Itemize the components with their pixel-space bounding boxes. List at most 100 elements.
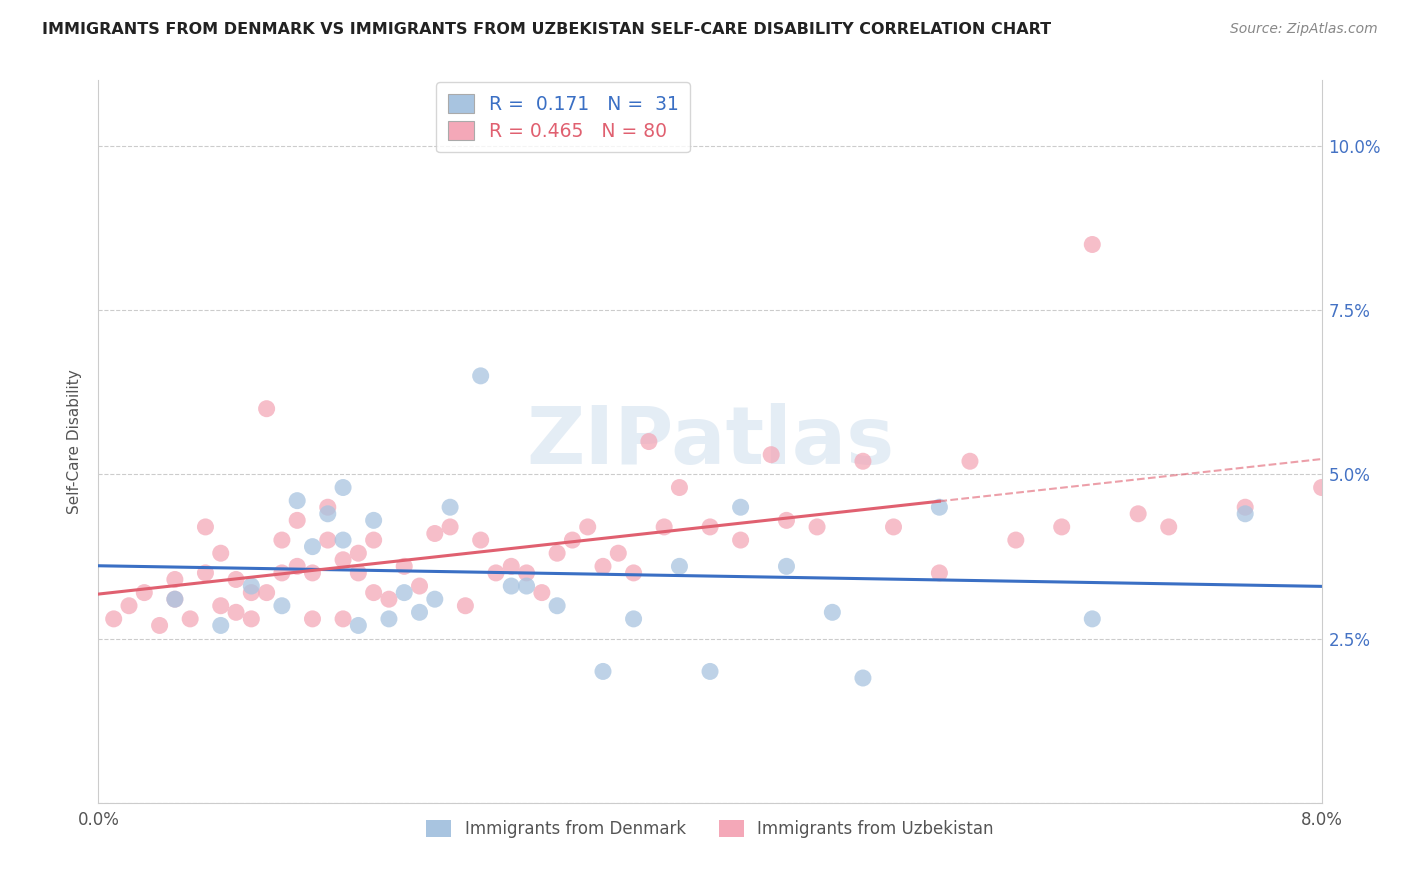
Point	[270, 566, 294, 580]
Point	[347, 618, 370, 632]
Point	[454, 599, 477, 613]
Point	[699, 520, 721, 534]
Point	[316, 507, 339, 521]
Point	[1234, 500, 1257, 515]
Point	[301, 540, 323, 554]
Point	[1310, 481, 1333, 495]
Point	[225, 605, 247, 619]
Point	[530, 585, 553, 599]
Point	[363, 513, 385, 527]
Point	[623, 566, 645, 580]
Point	[821, 605, 844, 619]
Point	[423, 592, 446, 607]
Point	[759, 448, 782, 462]
Y-axis label: Self-Care Disability: Self-Care Disability	[67, 369, 83, 514]
Point	[668, 559, 690, 574]
Point	[1081, 237, 1104, 252]
Point	[607, 546, 630, 560]
Point	[149, 618, 172, 632]
Point	[194, 520, 217, 534]
Point	[1004, 533, 1026, 547]
Point	[1234, 507, 1257, 521]
Point	[240, 579, 263, 593]
Point	[730, 500, 752, 515]
Point	[546, 599, 568, 613]
Point	[592, 665, 614, 679]
Point	[439, 520, 461, 534]
Point	[470, 533, 492, 547]
Point	[209, 618, 232, 632]
Point	[699, 665, 721, 679]
Point	[332, 481, 354, 495]
Point	[285, 513, 308, 527]
Point	[270, 599, 294, 613]
Point	[592, 559, 614, 574]
Point	[163, 573, 186, 587]
Point	[576, 520, 599, 534]
Point	[928, 500, 950, 515]
Point	[134, 585, 156, 599]
Point	[378, 592, 401, 607]
Point	[1050, 520, 1073, 534]
Point	[225, 573, 247, 587]
Point	[501, 559, 523, 574]
Point	[470, 368, 492, 383]
Point	[852, 454, 875, 468]
Point	[928, 566, 950, 580]
Point	[806, 520, 828, 534]
Point	[301, 566, 323, 580]
Point	[378, 612, 401, 626]
Text: Source: ZipAtlas.com: Source: ZipAtlas.com	[1230, 22, 1378, 37]
Legend: R =  0.171   N =  31, R = 0.465   N = 80: R = 0.171 N = 31, R = 0.465 N = 80	[436, 82, 690, 153]
Point	[363, 533, 385, 547]
Point	[852, 671, 875, 685]
Point	[1081, 612, 1104, 626]
Point	[652, 520, 675, 534]
Point	[668, 481, 690, 495]
Point	[194, 566, 217, 580]
Point	[332, 553, 354, 567]
Text: ZIPatlas: ZIPatlas	[526, 402, 894, 481]
Point	[775, 513, 797, 527]
Point	[485, 566, 508, 580]
Point	[316, 533, 339, 547]
Point	[561, 533, 583, 547]
Point	[347, 566, 370, 580]
Point	[363, 585, 385, 599]
Point	[883, 520, 905, 534]
Point	[501, 579, 523, 593]
Point	[285, 559, 308, 574]
Point	[240, 612, 263, 626]
Point	[270, 533, 294, 547]
Point	[179, 612, 201, 626]
Point	[1128, 507, 1150, 521]
Point	[408, 579, 430, 593]
Point	[392, 585, 416, 599]
Point	[209, 599, 232, 613]
Point	[516, 566, 538, 580]
Point	[959, 454, 981, 468]
Point	[623, 612, 645, 626]
Point	[347, 546, 370, 560]
Point	[408, 605, 430, 619]
Point	[332, 612, 354, 626]
Point	[439, 500, 461, 515]
Point	[256, 401, 278, 416]
Point	[332, 533, 354, 547]
Point	[103, 612, 125, 626]
Point	[256, 585, 278, 599]
Point	[637, 434, 661, 449]
Point	[301, 612, 323, 626]
Point	[240, 585, 263, 599]
Text: IMMIGRANTS FROM DENMARK VS IMMIGRANTS FROM UZBEKISTAN SELF-CARE DISABILITY CORRE: IMMIGRANTS FROM DENMARK VS IMMIGRANTS FR…	[42, 22, 1052, 37]
Point	[1157, 520, 1180, 534]
Point	[163, 592, 186, 607]
Point	[118, 599, 141, 613]
Point	[392, 559, 416, 574]
Point	[775, 559, 797, 574]
Point	[285, 493, 308, 508]
Point	[316, 500, 339, 515]
Point	[209, 546, 232, 560]
Point	[516, 579, 538, 593]
Point	[546, 546, 568, 560]
